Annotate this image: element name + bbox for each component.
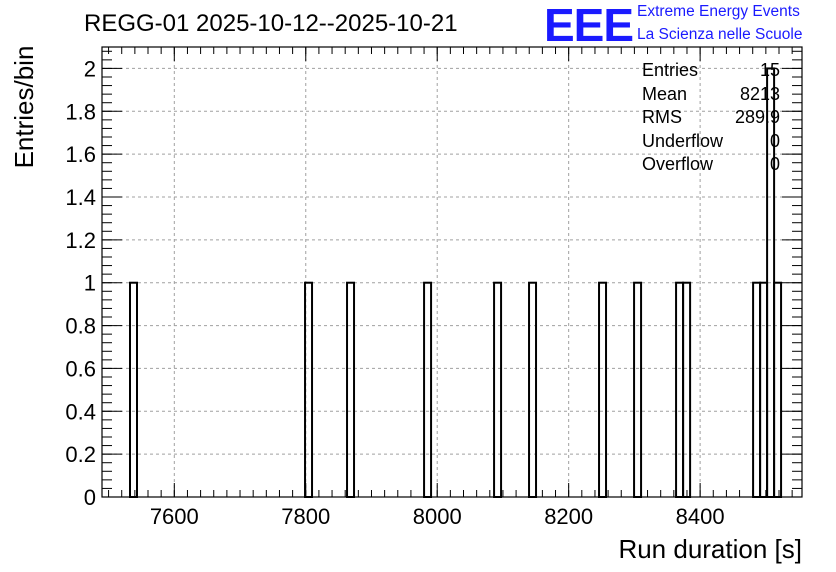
stat-value: 15 (759, 60, 780, 80)
x-tick-label: 8200 (544, 504, 593, 529)
x-axis-label: Run duration [s] (618, 534, 802, 564)
histogram-bin (773, 281, 783, 499)
histogram-bin (493, 281, 503, 499)
logo-line-1: Extreme Energy Events (637, 3, 800, 20)
grid (102, 47, 802, 497)
stat-value: 8213 (739, 83, 780, 104)
stat-label: Mean (642, 83, 688, 104)
stat-row-rms: RMS 289.9 (642, 107, 780, 131)
y-tick-label: 1 (84, 271, 96, 296)
y-tick-label: 0 (84, 485, 96, 510)
y-axis-label: Entries/bin (9, 45, 39, 169)
x-tick-label: 7800 (281, 504, 330, 529)
stats-box: Entries 15 Mean 8213 RMS 289.9 Underflow… (642, 60, 780, 178)
plot-frame (101, 46, 803, 498)
stat-row-overflow: Overflow 0 (642, 154, 780, 178)
histogram-bin (528, 281, 538, 499)
histogram-bin (129, 281, 138, 499)
stat-value: 289.9 (734, 107, 780, 127)
histogram-bin (346, 281, 356, 499)
histogram-bin (682, 281, 692, 499)
stat-row-underflow: Underflow 0 (642, 131, 780, 155)
y-tick-label: 2 (84, 56, 96, 81)
histogram-bin (675, 281, 685, 499)
histogram-bins (129, 67, 783, 499)
stat-label: RMS (642, 107, 682, 127)
x-tick-label: 8400 (676, 504, 725, 529)
y-tick-label: 1.4 (65, 185, 96, 210)
histogram-bin (423, 281, 433, 499)
y-tick-label: 0.4 (65, 399, 96, 424)
histogram-bin (759, 281, 769, 499)
tick-labels: 0 0.2 0.4 0.6 0.8 1 1.2 1.4 1.6 1.8 2 7600 7800 8000 8… (65, 56, 724, 529)
histogram-bin (633, 281, 643, 499)
histogram-bin (598, 281, 608, 499)
x-tick-label: 7600 (150, 504, 199, 529)
stat-value: 0 (769, 154, 780, 174)
y-tick-label: 0.2 (65, 442, 96, 467)
histogram-bin (304, 281, 314, 499)
stat-label: Overflow (642, 154, 714, 174)
y-tick-label: 0.6 (65, 356, 96, 381)
stat-value: 0 (769, 130, 780, 151)
y-tick-label: 1.6 (65, 142, 96, 167)
y-tick-label: 1.2 (65, 228, 96, 253)
histogram-bin (752, 281, 762, 499)
x-tick-label: 8000 (413, 504, 462, 529)
eee-logo: EEE (544, 0, 634, 51)
stat-label: Underflow (642, 130, 724, 151)
y-tick-label: 1.8 (65, 99, 96, 124)
chart-title: REGG-01 2025-10-12--2025-10-21 (84, 10, 458, 37)
stat-row-mean: Mean 8213 (642, 84, 780, 108)
y-tick-label: 0.8 (65, 314, 96, 339)
stat-row-entries: Entries 15 (642, 60, 780, 84)
stat-label: Entries (642, 60, 699, 80)
logo-line-2: La Scienza nelle Scuole (637, 26, 803, 43)
